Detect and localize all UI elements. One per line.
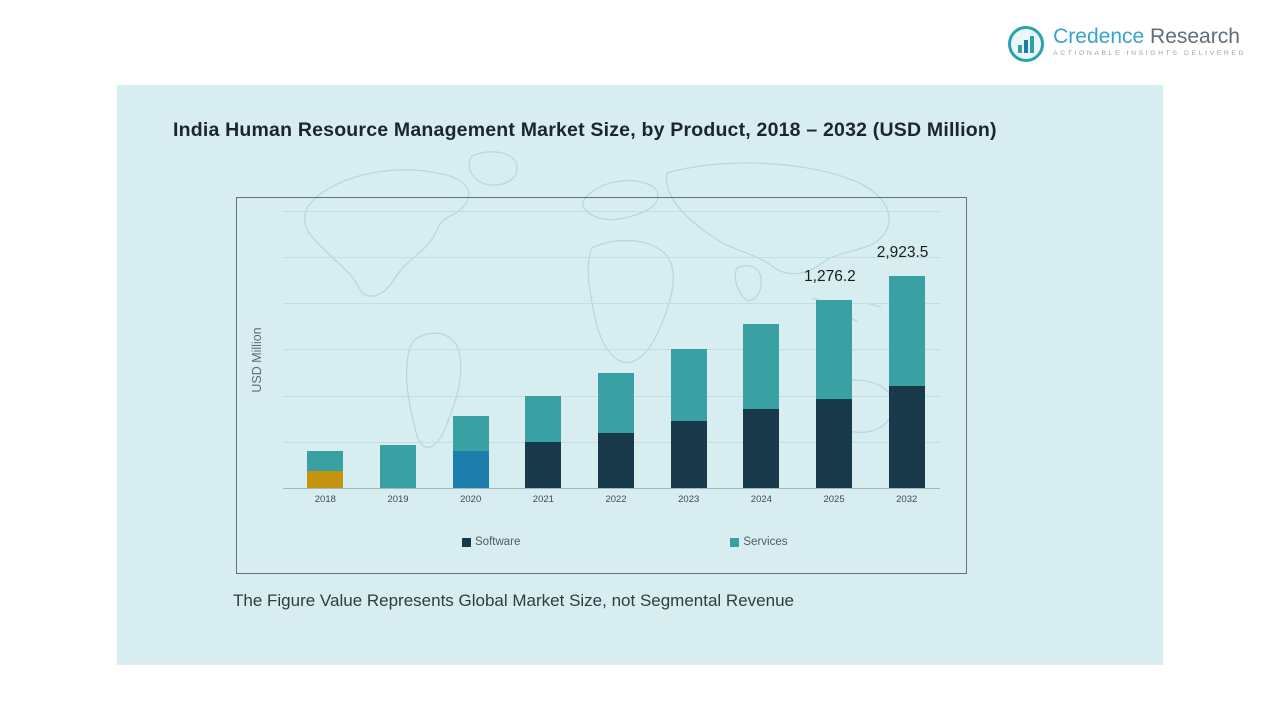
bar-column-2021 (507, 198, 580, 488)
legend: Software Services (462, 536, 788, 548)
bar-segment-services-2025 (816, 300, 853, 399)
bar-column-2020 (434, 198, 507, 488)
gridline (283, 303, 940, 304)
brand-text: Credence Research Actionable Insights De… (1053, 26, 1246, 58)
bar-2025 (816, 300, 853, 488)
footnote: The Figure Value Represents Global Marke… (233, 591, 794, 610)
bar-column-2019 (362, 198, 435, 488)
bar-segment-software-2032 (888, 386, 925, 488)
bar-segment-services-2024 (743, 324, 780, 409)
bar-chart-icon (1008, 26, 1045, 62)
bar-column-2024 (725, 198, 798, 488)
bar-2032 (888, 276, 925, 488)
x-label-2032: 2032 (896, 494, 918, 505)
chart-frame: USD Million 1,276.2 2,923.5 2018 2019 2020 2… (236, 197, 967, 574)
legend-item-services: Services (730, 536, 788, 548)
x-axis-line (283, 488, 940, 489)
bar-segment-services-2018 (307, 451, 344, 471)
legend-label: Services (743, 536, 788, 548)
legend-item-software: Software (462, 536, 520, 548)
y-axis-title: USD Million (250, 327, 264, 393)
bar-2023 (670, 349, 707, 488)
gridline (283, 257, 940, 258)
bar-segment-services-2021 (525, 396, 562, 442)
bar-2021 (525, 396, 562, 488)
x-axis-labels: 2018 2019 2020 2021 2022 2023 2024 2025 2032 (289, 494, 943, 505)
chart-panel: India Human Resource Management Market S… (117, 85, 1163, 665)
brand-tagline: Actionable Insights Delivered (1053, 50, 1246, 57)
bar-column-2022 (580, 198, 653, 488)
x-label-2021: 2021 (532, 494, 554, 505)
plot-columns: 1,276.2 2,923.5 (289, 198, 943, 488)
bar-segment-software-2025 (816, 399, 853, 488)
brand-secondary: Research (1144, 25, 1240, 48)
x-label-2024: 2024 (750, 494, 772, 505)
bar-segment-software-2021 (525, 442, 562, 488)
bar-segment-software-2022 (598, 433, 635, 488)
x-label-2023: 2023 (678, 494, 700, 505)
legend-swatch-software (462, 537, 471, 547)
bar-segment-software-2018 (307, 471, 344, 488)
bar-column-2025: 1,276.2 (798, 198, 871, 488)
bar-column-2032: 2,923.5 (870, 198, 943, 488)
bar-2019 (380, 445, 416, 488)
x-label-2019: 2019 (387, 494, 409, 505)
bar-segment-services-2019 (380, 445, 416, 488)
chart-title: India Human Resource Management Market S… (173, 119, 997, 141)
x-label-2022: 2022 (605, 494, 627, 505)
bar-segment-software-2020 (452, 451, 489, 488)
x-label-2020: 2020 (460, 494, 482, 505)
bar-column-2018 (289, 198, 362, 488)
credence-research-logo: Credence Research Actionable Insights De… (1008, 26, 1246, 62)
bar-segment-services-2032 (888, 276, 925, 386)
bar-segment-services-2022 (598, 373, 635, 433)
bar-segment-services-2020 (452, 416, 489, 451)
gridline (283, 211, 940, 212)
bar-column-2023 (652, 198, 725, 488)
legend-swatch-services (730, 537, 740, 547)
data-label-2032: 2,923.5 (876, 244, 929, 261)
bar-segment-software-2024 (743, 409, 780, 488)
bar-segment-services-2023 (670, 349, 707, 421)
bar-2020 (452, 416, 489, 488)
gridline (283, 349, 940, 350)
bar-2018 (307, 451, 344, 488)
bar-2024 (743, 324, 780, 488)
data-label-2025: 1,276.2 (804, 268, 856, 285)
brand-primary: Credence (1053, 25, 1145, 48)
bar-segment-software-2023 (670, 421, 707, 488)
legend-label: Software (475, 536, 521, 548)
bar-2022 (598, 373, 635, 488)
x-label-2025: 2025 (823, 494, 845, 505)
x-label-2018: 2018 (314, 494, 336, 505)
